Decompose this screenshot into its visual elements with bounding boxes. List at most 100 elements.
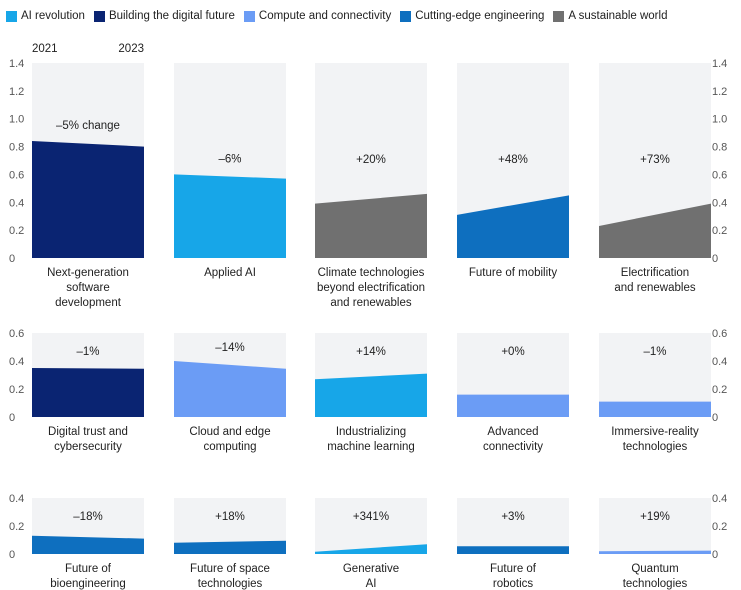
category-label-line: Immersive-reality <box>611 426 699 438</box>
category-label-line: cybersecurity <box>54 441 122 453</box>
y-tick-right: 0 <box>712 253 718 265</box>
category-label-line: Applied AI <box>204 267 256 279</box>
category-label-line: software <box>66 282 109 294</box>
x-label-end: 2023 <box>118 43 144 55</box>
category-label: Future of mobility <box>469 267 557 279</box>
area-series <box>174 540 286 554</box>
category-label-line: machine learning <box>327 441 415 453</box>
area-series <box>32 368 144 417</box>
change-label: +341% <box>353 511 389 523</box>
category-label-line: technologies <box>623 441 688 453</box>
legend-label: A sustainable world <box>568 10 668 22</box>
change-label: +0% <box>501 346 524 358</box>
category-label-line: Future of mobility <box>469 267 557 279</box>
change-label: +48% <box>498 154 528 166</box>
category-label-line: Industrializing <box>336 426 406 438</box>
y-tick-right: 0.2 <box>712 225 727 237</box>
change-label: +18% <box>215 511 245 523</box>
category-label-line: Future of <box>490 563 537 575</box>
change-label: –14% <box>215 342 244 354</box>
category-label: Future of bioengineering <box>50 563 125 590</box>
chart-legend: AI revolution Building the digital futur… <box>6 6 676 26</box>
y-tick-left: 0.2 <box>9 521 24 533</box>
y-tick-right: 0.4 <box>712 356 727 368</box>
category-label: Electrification and renewables <box>614 267 695 294</box>
area-series <box>174 361 286 417</box>
change-label: +73% <box>640 154 670 166</box>
category-label: Industrializing machine learning <box>327 426 415 453</box>
area-series <box>599 550 711 554</box>
category-label: Advanced connectivity <box>483 426 543 453</box>
category-label-line: Climate technologies <box>318 267 425 279</box>
category-label-line: AI <box>366 578 377 590</box>
y-tick-right: 0.8 <box>712 142 727 154</box>
category-label-line: Future of <box>65 563 112 575</box>
legend-swatch <box>553 10 565 22</box>
legend-label: Building the digital future <box>108 10 235 22</box>
area-series <box>599 401 711 417</box>
y-tick-left: 0.8 <box>9 142 24 154</box>
category-label: Applied AI <box>204 267 256 279</box>
change-label: +14% <box>356 346 386 358</box>
area-series <box>315 373 427 417</box>
category-label: Future of robotics <box>490 563 537 590</box>
category-label-line: technologies <box>623 578 688 590</box>
y-tick-right: 0 <box>712 549 718 561</box>
y-tick-left: 0.2 <box>9 384 24 396</box>
legend-item-compute-connectivity: Compute and connectivity <box>243 10 391 22</box>
change-label: –1% <box>76 346 99 358</box>
category-label: Future of space technologies <box>190 563 270 590</box>
category-label-line: Future of space <box>190 563 270 575</box>
legend-item-ai-revolution: AI revolution <box>6 10 85 22</box>
legend-label: Cutting-edge engineering <box>415 10 545 22</box>
legend-swatch <box>93 10 105 22</box>
change-label: +19% <box>640 511 670 523</box>
y-tick-right: 0.2 <box>712 521 727 533</box>
category-label-line: beyond electrification <box>317 282 425 294</box>
y-tick-left: 0.4 <box>9 493 24 505</box>
legend-item-digital-future: Building the digital future <box>93 10 235 22</box>
category-label: Quantum technologies <box>623 563 688 590</box>
area-series <box>599 203 711 258</box>
panel-background <box>599 498 711 554</box>
area-series <box>315 544 427 554</box>
change-label: –18% <box>73 511 102 523</box>
y-tick-right: 1.0 <box>712 114 727 126</box>
area-series <box>32 535 144 554</box>
legend-swatch <box>400 10 412 22</box>
change-label: –5% change <box>56 120 120 132</box>
category-label-line: technologies <box>198 578 263 590</box>
y-tick-left: 0.4 <box>9 356 24 368</box>
y-tick-left: 0.2 <box>9 225 24 237</box>
category-label-line: computing <box>203 441 256 453</box>
y-tick-left: 0 <box>9 412 15 424</box>
legend-swatch <box>243 10 255 22</box>
legend-item-sustainable-world: A sustainable world <box>553 10 667 22</box>
category-label: Digital trust and cybersecurity <box>48 426 128 453</box>
category-label-line: Cloud and edge <box>189 426 270 438</box>
category-label: Climate technologies beyond electrificati… <box>317 267 425 309</box>
category-label-line: robotics <box>493 578 534 590</box>
change-label: +20% <box>356 154 386 166</box>
area-series <box>457 546 569 554</box>
change-label: –6% <box>218 153 241 165</box>
panel-background <box>315 498 427 554</box>
y-tick-right: 0.4 <box>712 493 727 505</box>
category-label-line: and renewables <box>614 282 695 294</box>
category-label: Immersive-reality technologies <box>611 426 699 453</box>
category-label-line: connectivity <box>483 441 543 453</box>
legend-swatch <box>6 10 17 22</box>
category-label-line: Digital trust and <box>48 426 128 438</box>
y-tick-left: 1.4 <box>9 58 24 70</box>
y-tick-right: 0 <box>712 412 718 424</box>
change-label: –1% <box>643 346 666 358</box>
area-series <box>174 174 286 258</box>
y-tick-right: 0.2 <box>712 384 727 396</box>
y-tick-right: 1.4 <box>712 58 727 70</box>
change-label: +3% <box>501 511 524 523</box>
y-tick-left: 0 <box>9 549 15 561</box>
legend-label: AI revolution <box>21 10 85 22</box>
category-label-line: Quantum <box>631 563 678 575</box>
y-tick-left: 0.6 <box>9 328 24 340</box>
